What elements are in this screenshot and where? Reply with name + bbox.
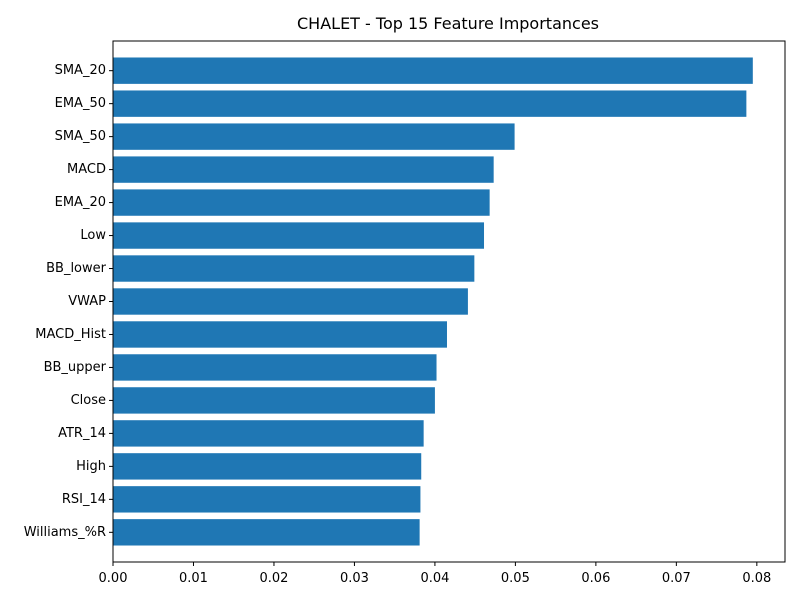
y-tick-label: VWAP — [68, 294, 106, 309]
x-tick-label: 0.08 — [742, 571, 771, 586]
y-tick-label: BB_upper — [44, 360, 107, 375]
bar-bb-lower — [113, 255, 475, 282]
y-tick-label: High — [76, 459, 106, 474]
bar-macd-hist — [113, 321, 447, 348]
bar-low — [113, 222, 485, 249]
y-tick-label: Close — [71, 393, 106, 408]
bar-close — [113, 387, 435, 414]
y-tick-label: Williams_%R — [24, 525, 106, 540]
x-tick-label: 0.07 — [662, 571, 691, 586]
bar-vwap — [113, 288, 468, 315]
bars-group — [113, 57, 753, 546]
y-tick-label: SMA_20 — [55, 63, 106, 78]
y-tick-label: ATR_14 — [58, 426, 106, 441]
bar-macd — [113, 156, 494, 183]
bar-high — [113, 453, 422, 480]
bar-williams-r — [113, 519, 420, 546]
x-tick-label: 0.06 — [581, 571, 610, 586]
y-tick-label: RSI_14 — [62, 492, 106, 507]
bar-atr-14 — [113, 420, 424, 447]
y-tick-label: EMA_20 — [55, 195, 106, 210]
y-tick-label: EMA_50 — [55, 96, 106, 111]
bar-sma-20 — [113, 57, 753, 84]
chart-title: CHALET - Top 15 Feature Importances — [297, 14, 599, 33]
x-tick-label: 0.02 — [259, 571, 288, 586]
bar-rsi-14 — [113, 486, 421, 513]
y-tick-label: Low — [80, 228, 106, 243]
x-tick-label: 0.05 — [501, 571, 530, 586]
bar-bb-upper — [113, 354, 437, 381]
plot-frame — [112, 40, 786, 563]
y-tick-labels: SMA_20 EMA_50 SMA_50 MACD EMA_20 Low BB_lower V… — [24, 63, 113, 540]
bar-ema-20 — [113, 189, 490, 216]
x-axis: 0.00 0.01 0.02 0.03 0.04 0.05 0.06 0.07 0.08 — [99, 562, 771, 586]
y-tick-label: MACD — [67, 162, 106, 177]
x-tick-label: 0.04 — [420, 571, 449, 586]
y-tick-label: MACD_Hist — [35, 327, 106, 342]
y-tick-label: BB_lower — [46, 261, 107, 276]
bar-sma-50 — [113, 123, 515, 150]
x-tick-label: 0.03 — [340, 571, 369, 586]
x-tick-label: 0.01 — [179, 571, 208, 586]
bar-ema-50 — [113, 90, 747, 117]
y-tick-label: SMA_50 — [55, 129, 106, 144]
x-tick-label: 0.00 — [99, 571, 128, 586]
